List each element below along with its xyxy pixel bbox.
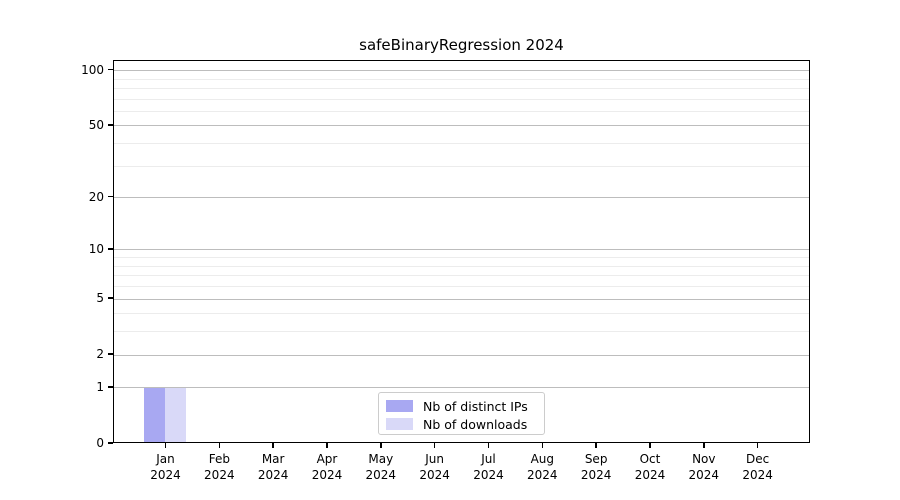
minor-gridline	[114, 98, 809, 100]
y-tick-mark	[108, 124, 113, 126]
minor-gridline	[114, 257, 809, 259]
major-gridline	[114, 249, 809, 251]
x-tick-year: 2024	[527, 468, 558, 482]
y-tick-mark	[108, 353, 113, 355]
x-tick-month: Mar	[261, 452, 285, 466]
x-tick-month: Dec	[746, 452, 770, 466]
y-tick-label: 100	[81, 62, 104, 77]
x-tick-label: Jan 2024	[134, 451, 198, 483]
x-tick-mark	[272, 443, 274, 448]
major-gridline	[114, 354, 809, 356]
minor-gridline	[114, 165, 809, 167]
chart-title: safeBinaryRegression 2024	[359, 36, 564, 54]
x-tick-mark	[703, 443, 705, 448]
x-tick-mark	[326, 443, 328, 448]
legend-swatch	[386, 400, 413, 412]
legend-label: Nb of distinct IPs	[423, 398, 528, 414]
y-tick-label: 5	[96, 291, 104, 306]
y-tick-label: 2	[96, 347, 104, 362]
plot-area	[113, 60, 810, 443]
minor-gridline	[114, 331, 809, 333]
x-tick-label: Jul 2024	[456, 451, 520, 483]
x-tick-mark	[433, 443, 436, 448]
x-tick-label: Aug 2024	[510, 451, 574, 483]
x-tick-year: 2024	[365, 468, 397, 482]
x-tick-label: Nov 2024	[672, 451, 736, 483]
minor-gridline	[114, 78, 809, 80]
x-tick-label: Jun 2024	[403, 451, 467, 483]
y-tick-label: 1	[96, 379, 104, 394]
x-tick-month: Jan	[156, 452, 175, 466]
x-tick-year: 2024	[688, 468, 720, 482]
x-tick-year: 2024	[580, 468, 612, 482]
x-tick-month: Jun	[425, 452, 445, 466]
major-gridline	[114, 125, 809, 127]
legend-item: Nb of distinct IPs	[386, 397, 544, 415]
x-tick-month: Jul	[481, 452, 496, 466]
y-tick-mark	[108, 248, 113, 250]
x-tick-mark	[649, 443, 651, 448]
x-tick-year: 2024	[257, 468, 289, 482]
y-tick-mark	[108, 68, 113, 71]
y-tick-label: 10	[88, 241, 104, 256]
x-tick-mark	[541, 443, 544, 448]
x-tick-year: 2024	[742, 468, 773, 482]
x-tick-month: May	[368, 452, 394, 466]
major-gridline	[114, 197, 809, 199]
x-tick-mark	[487, 443, 490, 448]
x-tick-year: 2024	[150, 468, 181, 482]
x-tick-mark	[595, 443, 597, 448]
bar-nb-of-downloads	[165, 387, 186, 443]
x-tick-year: 2024	[311, 468, 343, 482]
minor-gridline	[114, 286, 809, 288]
y-tick-mark	[108, 386, 113, 388]
y-tick-label: 0	[96, 436, 104, 450]
minor-gridline	[114, 87, 809, 89]
x-tick-mark	[218, 443, 221, 448]
legend: Nb of distinct IPs Nb of downloads	[378, 392, 545, 435]
x-tick-month: Apr	[316, 452, 338, 466]
x-tick-month: Oct	[639, 452, 661, 466]
major-gridline	[114, 298, 809, 300]
y-tick-mark	[108, 195, 113, 198]
minor-gridline	[114, 275, 809, 277]
x-tick-year: 2024	[473, 468, 504, 482]
x-tick-year: 2024	[419, 468, 450, 482]
x-tick-label: Apr 2024	[295, 451, 359, 483]
legend-item: Nb of downloads	[386, 415, 544, 433]
y-tick-label: 50	[88, 117, 104, 132]
minor-gridline	[114, 110, 809, 112]
x-tick-mark	[164, 443, 167, 448]
x-tick-month: Aug	[530, 452, 555, 466]
y-tick-mark	[108, 442, 113, 444]
x-tick-year: 2024	[204, 468, 235, 482]
x-tick-month: Sep	[584, 452, 608, 466]
x-tick-label: Feb 2024	[187, 451, 251, 483]
x-tick-label: Oct 2024	[618, 451, 682, 483]
legend-label: Nb of downloads	[423, 416, 528, 432]
bar-nb-of-distinct-ips	[144, 387, 165, 443]
major-gridline	[114, 70, 809, 72]
x-tick-label: May 2024	[349, 451, 413, 483]
legend-swatch	[386, 418, 413, 430]
minor-gridline	[114, 313, 809, 315]
x-tick-label: Dec 2024	[726, 451, 790, 483]
minor-gridline	[114, 143, 809, 145]
x-tick-year: 2024	[634, 468, 666, 482]
x-tick-mark	[756, 443, 759, 448]
major-gridline	[114, 387, 809, 389]
x-tick-label: Mar 2024	[241, 451, 305, 483]
y-tick-label: 20	[88, 189, 104, 204]
x-tick-month: Nov	[692, 452, 716, 466]
y-tick-mark	[108, 297, 113, 299]
x-tick-mark	[380, 443, 382, 448]
x-tick-month: Feb	[208, 452, 230, 466]
x-tick-label: Sep 2024	[564, 451, 628, 483]
minor-gridline	[114, 265, 809, 267]
